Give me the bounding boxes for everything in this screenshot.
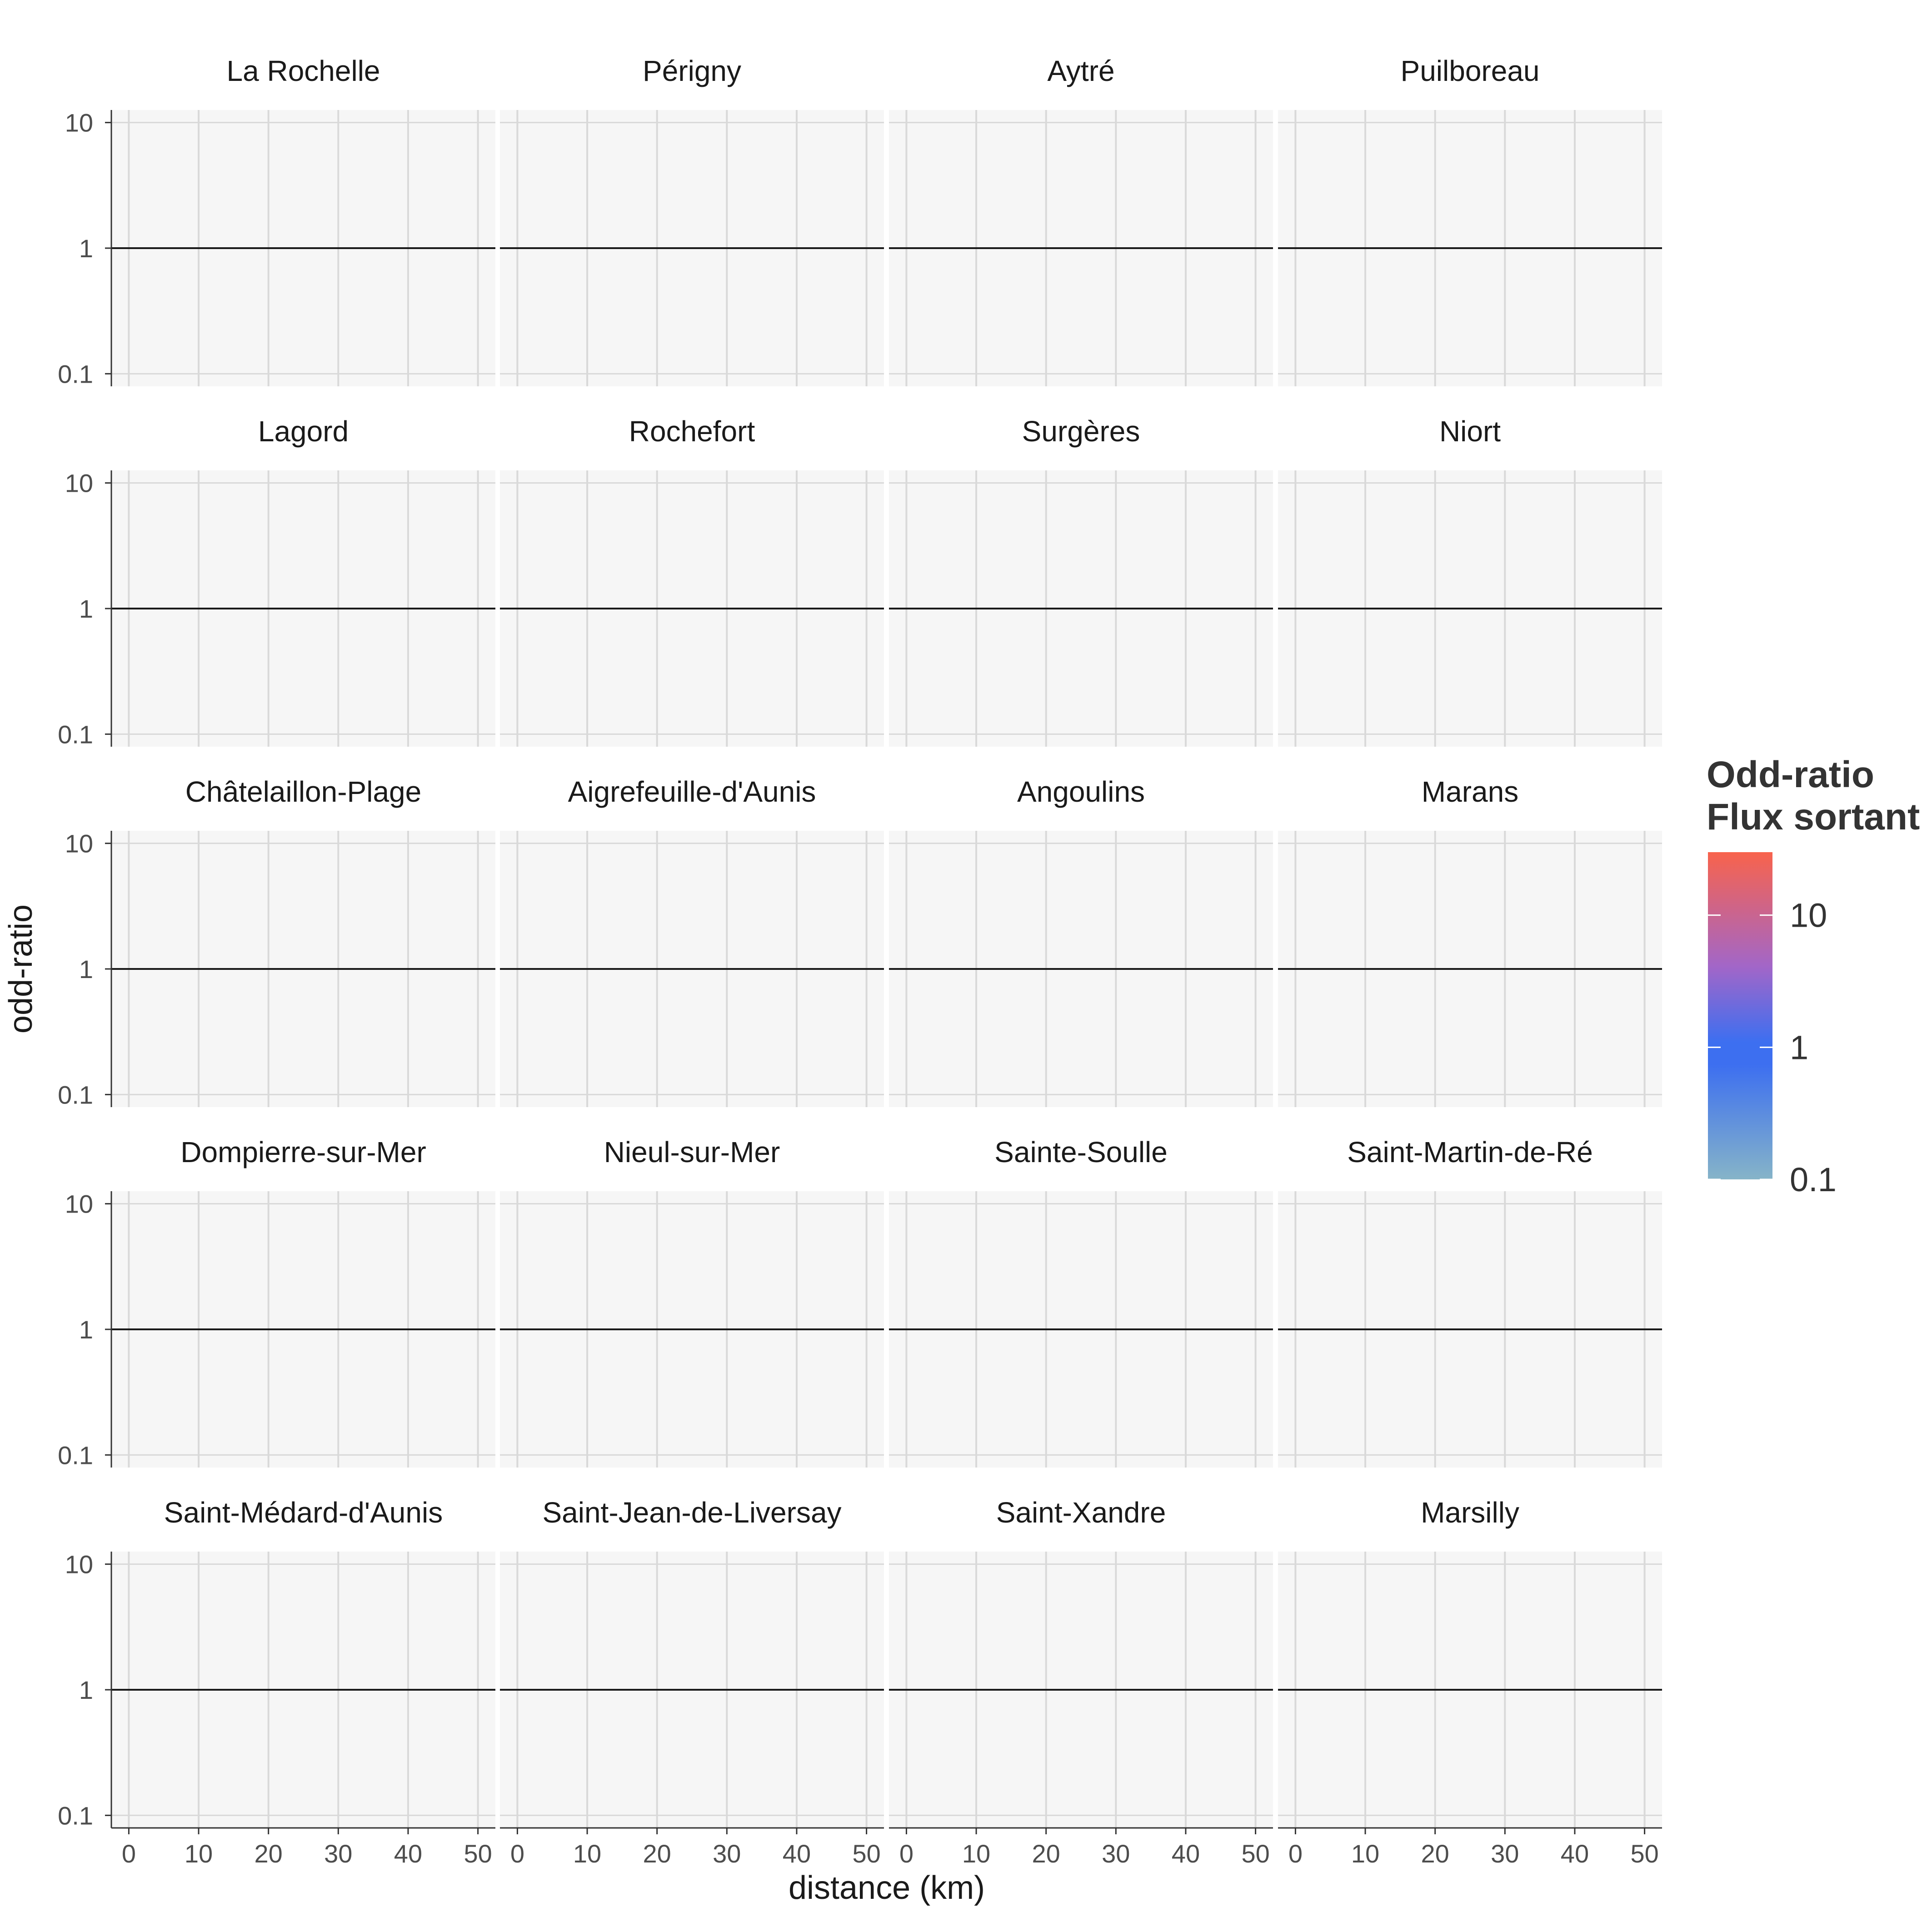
x-tick-label: 50 <box>852 1839 880 1868</box>
panel-title: Sainte-Soulle <box>994 1136 1168 1168</box>
panel-title: Angoulins <box>1017 775 1145 808</box>
x-tick-label: 40 <box>1172 1839 1200 1868</box>
x-tick-label: 10 <box>962 1839 990 1868</box>
panel-title: Saint-Martin-de-Ré <box>1347 1136 1593 1168</box>
panel-title: Marans <box>1422 775 1518 808</box>
facet-panel: Périgny <box>500 55 884 386</box>
x-tick-label: 20 <box>1032 1839 1060 1868</box>
panel-title: Périgny <box>643 55 741 87</box>
panel-title: Dompierre-sur-Mer <box>180 1136 426 1168</box>
y-tick-label: 10 <box>65 1550 93 1579</box>
legend-ticks: 10 1 0.1 <box>1708 897 1837 1198</box>
panel-title: Lagord <box>258 415 349 448</box>
x-tick-label: 20 <box>255 1839 283 1868</box>
legend-title-line2: Flux sortant <box>1707 796 1920 838</box>
y-tick-label: 10 <box>65 829 93 858</box>
y-tick-label: 10 <box>65 109 93 137</box>
facet-panel: Saint-Xandre 0 10 20 30 40 50 <box>889 1496 1273 1868</box>
facet-panel: Puilboreau <box>1278 55 1662 386</box>
facet-panel: Châtelaillon-Plage 0.1 1 10 <box>58 775 495 1109</box>
x-tick-label: 0 <box>510 1839 524 1868</box>
x-tick-label: 0 <box>899 1839 914 1868</box>
x-tick-label: 40 <box>394 1839 422 1868</box>
panel-title: Aytré <box>1047 55 1114 87</box>
panel-title: Puilboreau <box>1401 55 1540 87</box>
legend-colorbar <box>1708 852 1772 1179</box>
y-tick-label: 0.1 <box>58 1080 93 1109</box>
y-tick-label: 1 <box>79 594 93 623</box>
y-tick-label: 0.1 <box>58 720 93 749</box>
facet-panel: Marans <box>1278 775 1662 1107</box>
facet-panel: Nieul-sur-Mer <box>500 1136 884 1468</box>
y-tick-label: 10 <box>65 1190 93 1218</box>
facet-panel: Saint-Médard-d'Aunis 0.1 1 10 0 10 20 30 40 50 <box>58 1496 495 1868</box>
x-axis-title: distance (km) <box>789 1870 985 1906</box>
y-tick-label: 1 <box>79 1315 93 1344</box>
x-tick-label: 30 <box>1102 1839 1130 1868</box>
x-tick-label: 20 <box>1421 1839 1449 1868</box>
x-tick-label: 20 <box>643 1839 671 1868</box>
x-tick-label: 50 <box>1241 1839 1269 1868</box>
y-tick-label: 1 <box>79 1676 93 1704</box>
panel-title: Surgères <box>1022 415 1140 448</box>
legend: Odd-ratio Flux sortant 10 1 0.1 <box>1707 754 1920 1198</box>
panel-title: Saint-Médard-d'Aunis <box>164 1496 443 1529</box>
y-tick-label: 0.1 <box>58 1801 93 1830</box>
x-tick-label: 50 <box>464 1839 492 1868</box>
x-tick-label: 30 <box>324 1839 352 1868</box>
facet-panel: Angoulins <box>889 775 1273 1107</box>
x-tick-label: 50 <box>1630 1839 1658 1868</box>
legend-label: 1 <box>1790 1028 1808 1066</box>
facet-panel: Sainte-Soulle <box>889 1136 1273 1468</box>
x-tick-label: 40 <box>1561 1839 1589 1868</box>
facet-panel: La Rochelle 0.1 1 10 <box>58 55 495 388</box>
facet-panel: Aigrefeuille-d'Aunis <box>500 775 884 1107</box>
facet-panel: Surgères <box>889 415 1273 747</box>
legend-label: 10 <box>1790 897 1827 934</box>
panel-title: Marsilly <box>1421 1496 1519 1529</box>
y-tick-label: 1 <box>79 955 93 983</box>
y-tick-label: 0.1 <box>58 359 93 388</box>
panel-title: Nieul-sur-Mer <box>604 1136 780 1168</box>
panel-title: La Rochelle <box>227 55 380 87</box>
panel-title: Rochefort <box>629 415 755 448</box>
panel-title: Châtelaillon-Plage <box>185 775 421 808</box>
y-tick-label: 10 <box>65 469 93 498</box>
x-tick-label: 40 <box>783 1839 811 1868</box>
x-tick-label: 10 <box>1351 1839 1379 1868</box>
x-tick-label: 10 <box>573 1839 601 1868</box>
facet-panel: Lagord 0.1 1 10 <box>58 415 495 749</box>
y-axis-title: odd-ratio <box>3 904 39 1033</box>
y-tick-label: 1 <box>79 234 93 263</box>
facet-panel: Aytré <box>889 55 1273 386</box>
x-tick-label: 10 <box>185 1839 213 1868</box>
x-tick-label: 30 <box>1491 1839 1519 1868</box>
x-tick-label: 0 <box>122 1839 136 1868</box>
panel-title: Saint-Xandre <box>996 1496 1166 1529</box>
x-tick-label: 0 <box>1288 1839 1303 1868</box>
panel-title: Niort <box>1439 415 1501 448</box>
panel-title: Aigrefeuille-d'Aunis <box>568 775 816 808</box>
facet-panel: Rochefort <box>500 415 884 747</box>
facet-panel: Niort <box>1278 415 1662 747</box>
x-tick-label: 30 <box>713 1839 741 1868</box>
facet-panel: Saint-Jean-de-Liversay 0 10 20 30 40 50 <box>500 1496 884 1868</box>
panel-title: Saint-Jean-de-Liversay <box>542 1496 841 1529</box>
legend-title-line1: Odd-ratio <box>1707 754 1874 795</box>
facet-panel: Dompierre-sur-Mer 0.1 1 10 <box>58 1136 495 1469</box>
facet-panel: Saint-Martin-de-Ré <box>1278 1136 1662 1468</box>
legend-label: 0.1 <box>1790 1161 1837 1198</box>
y-tick-label: 0.1 <box>58 1441 93 1469</box>
facet-panel: Marsilly 0 10 20 30 40 50 <box>1278 1496 1662 1868</box>
